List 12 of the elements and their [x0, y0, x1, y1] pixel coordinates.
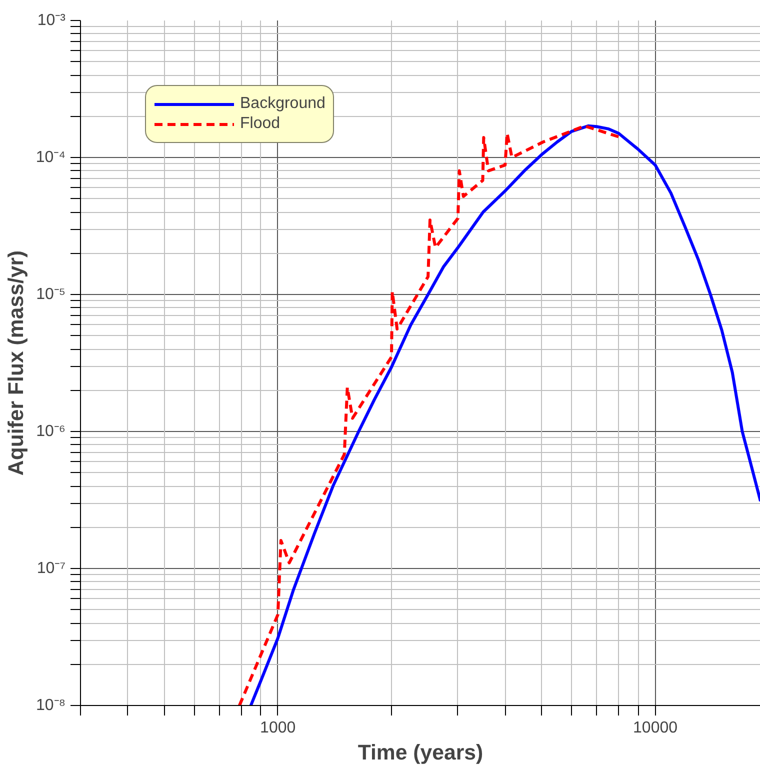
y-tick-label: 10⁻³ [37, 12, 66, 29]
y-tick-label: 10⁻⁴ [36, 149, 66, 166]
x-tick-label: 10000 [633, 720, 678, 736]
y-tick-label: 10⁻⁷ [36, 560, 66, 577]
legend-label: Flood [240, 115, 280, 133]
y-tick-label: 10⁻⁵ [36, 286, 66, 303]
y-tick-label: 10⁻⁶ [36, 423, 66, 440]
legend-label: Background [240, 95, 326, 113]
y-axis-title: Aquifer Flux (mass/yr) [4, 250, 28, 476]
y-tick-label: 10⁻⁸ [36, 697, 66, 714]
x-axis-title: Time (years) [358, 740, 484, 764]
x-tick-label: 1000 [260, 720, 296, 736]
